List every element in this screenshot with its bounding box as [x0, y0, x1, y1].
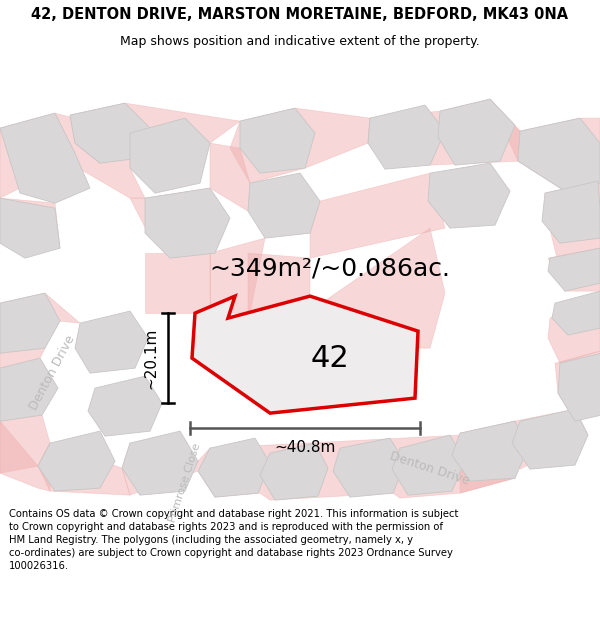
Polygon shape — [130, 188, 215, 253]
Polygon shape — [548, 248, 600, 291]
Polygon shape — [552, 291, 600, 335]
Text: ~349m²/~0.086ac.: ~349m²/~0.086ac. — [209, 256, 451, 280]
Polygon shape — [548, 248, 600, 291]
Polygon shape — [0, 348, 45, 368]
Polygon shape — [512, 409, 588, 469]
Text: ~40.8m: ~40.8m — [274, 440, 335, 455]
Polygon shape — [248, 173, 320, 238]
Polygon shape — [368, 99, 520, 165]
Polygon shape — [0, 293, 80, 328]
Polygon shape — [70, 103, 150, 163]
Text: 42: 42 — [311, 344, 349, 372]
Text: Map shows position and indicative extent of the property.: Map shows position and indicative extent… — [120, 35, 480, 48]
Polygon shape — [460, 421, 515, 493]
Polygon shape — [145, 188, 230, 258]
Polygon shape — [438, 99, 515, 165]
Polygon shape — [0, 421, 50, 491]
Polygon shape — [518, 118, 600, 191]
Text: ~20.1m: ~20.1m — [143, 328, 158, 389]
Polygon shape — [310, 173, 445, 258]
Text: Primrose Close: Primrose Close — [167, 442, 203, 524]
Polygon shape — [452, 421, 528, 481]
Polygon shape — [508, 409, 588, 469]
Polygon shape — [542, 181, 600, 243]
Polygon shape — [0, 198, 60, 248]
Polygon shape — [545, 181, 600, 291]
Polygon shape — [38, 431, 115, 491]
Polygon shape — [75, 311, 148, 373]
Polygon shape — [0, 415, 50, 473]
Text: Denton Drive: Denton Drive — [27, 333, 77, 413]
Polygon shape — [0, 358, 58, 421]
Polygon shape — [38, 443, 130, 495]
Text: Contains OS data © Crown copyright and database right 2021. This information is : Contains OS data © Crown copyright and d… — [9, 509, 458, 571]
Polygon shape — [198, 438, 270, 497]
Polygon shape — [0, 293, 60, 353]
Polygon shape — [88, 376, 162, 436]
Polygon shape — [130, 118, 210, 193]
Text: Denton Drive: Denton Drive — [389, 449, 472, 487]
Polygon shape — [0, 113, 145, 198]
Polygon shape — [333, 438, 405, 497]
Polygon shape — [248, 253, 310, 311]
Polygon shape — [548, 291, 600, 363]
Polygon shape — [240, 108, 315, 173]
Polygon shape — [558, 351, 600, 421]
Polygon shape — [192, 296, 418, 413]
Polygon shape — [0, 198, 60, 258]
Polygon shape — [70, 103, 240, 163]
Polygon shape — [310, 228, 445, 348]
Polygon shape — [210, 238, 265, 313]
Polygon shape — [0, 113, 90, 203]
Text: 42, DENTON DRIVE, MARSTON MORETAINE, BEDFORD, MK43 0NA: 42, DENTON DRIVE, MARSTON MORETAINE, BED… — [31, 8, 569, 22]
Polygon shape — [490, 99, 600, 191]
Polygon shape — [428, 163, 510, 228]
Polygon shape — [555, 351, 600, 421]
Polygon shape — [230, 108, 370, 183]
Polygon shape — [145, 253, 210, 313]
Polygon shape — [260, 443, 328, 500]
Polygon shape — [392, 435, 465, 495]
Polygon shape — [368, 105, 445, 169]
Polygon shape — [122, 421, 515, 500]
Polygon shape — [210, 143, 250, 211]
Polygon shape — [122, 431, 198, 495]
